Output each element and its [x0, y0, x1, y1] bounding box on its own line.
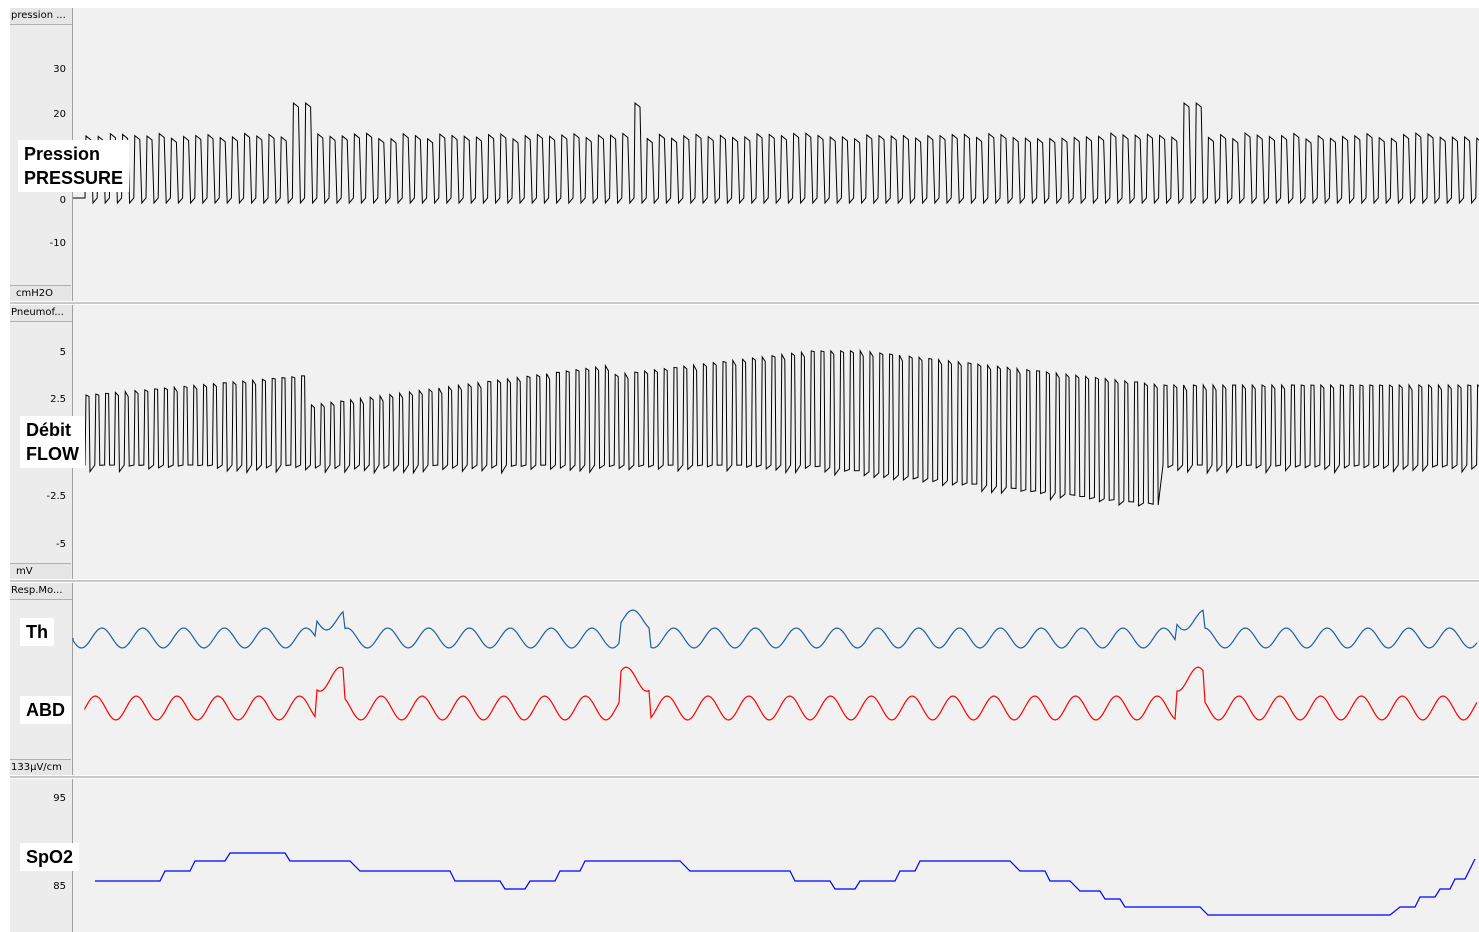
pressure-tick-0: 0 [59, 195, 66, 206]
resp-channel-header[interactable]: Resp.Mo... [10, 583, 72, 600]
flow-trace [73, 348, 1479, 507]
pressure-label-line2: PRESSURE [24, 168, 124, 188]
pressure-unit: cmH2O [10, 285, 71, 301]
flow-panel: Pneumof... 5 2.5 -2.5 -5 mV [10, 305, 1479, 579]
resp-unit: 133µV/cm [10, 759, 71, 775]
pressure-channel-header[interactable]: pression ... [10, 8, 72, 25]
flow-label: Débit FLOW [20, 416, 85, 468]
divider[interactable] [10, 580, 1479, 582]
divider[interactable] [10, 776, 1479, 778]
pressure-tick-30: 30 [53, 64, 66, 75]
divider[interactable] [10, 302, 1479, 304]
flow-tick-minus5: -5 [56, 539, 66, 550]
pressure-tick-20: 20 [53, 109, 66, 120]
flow-channel-header[interactable]: Pneumof... [10, 305, 72, 322]
pressure-tick-minus10: -10 [49, 238, 66, 249]
pressure-label-line1: Pression [24, 144, 101, 164]
spo2-trace [95, 852, 1476, 916]
resp-trace [72, 609, 1478, 721]
flow-unit: mV [10, 563, 71, 579]
spo2-panel: 95 85 [10, 779, 1479, 932]
resp-axis: Resp.Mo... 133µV/cm [10, 583, 73, 775]
flow-tick-minus2.5: -2.5 [46, 491, 66, 502]
spo2-label: SpO2 [20, 843, 80, 871]
thorax-label: Th [20, 618, 54, 646]
spo2-tick-85: 85 [53, 881, 66, 892]
resp-panel: Resp.Mo... 133µV/cm [10, 583, 1479, 775]
flow-tick-2.5: 2.5 [50, 394, 66, 405]
abdomen-label: ABD [20, 696, 71, 724]
pressure-label: Pression PRESSURE [18, 140, 130, 192]
spo2-tick-95: 95 [53, 793, 66, 804]
flow-label-line1: Débit [26, 420, 71, 440]
pressure-panel: pression ... 30 20 0 -10 cmH2O [10, 8, 1479, 301]
pressure-trace [73, 101, 1479, 205]
flow-label-line2: FLOW [26, 444, 79, 464]
flow-tick-5: 5 [59, 347, 66, 358]
